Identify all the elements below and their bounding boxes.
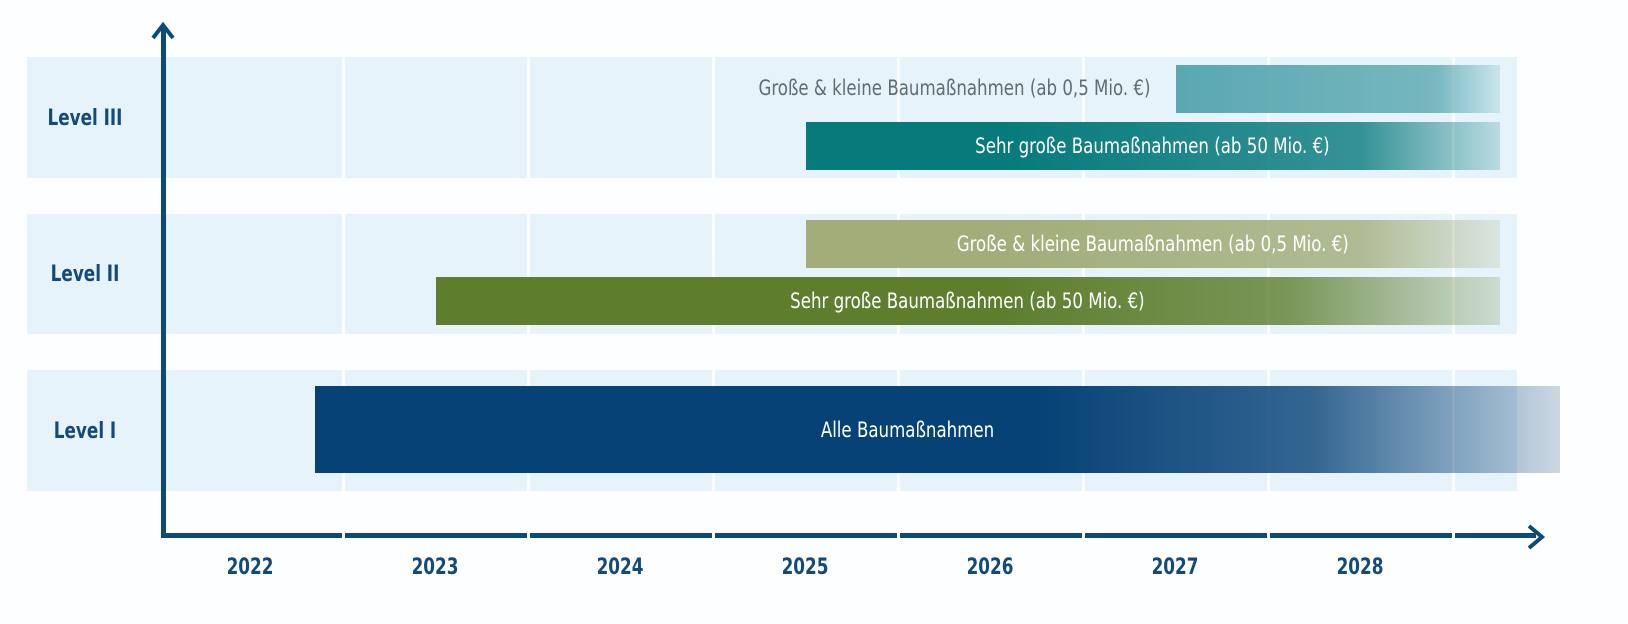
bar-label: Große & kleine Baumaßnahmen (ab 0,5 Mio.… <box>956 232 1349 256</box>
x-tick-label: 2026 <box>966 555 1014 580</box>
grid-line <box>712 214 715 334</box>
grid-line <box>342 214 345 334</box>
x-tick-label: 2024 <box>596 555 644 580</box>
bar-label: Sehr große Baumaßnahmen (ab 50 Mio. €) <box>975 134 1330 158</box>
grid-line <box>897 57 900 178</box>
x-tick-label: 2027 <box>1151 555 1199 580</box>
bar-label-outside: Große & kleine Baumaßnahmen (ab 0,5 Mio.… <box>758 76 1151 100</box>
x-axis-tick <box>897 531 900 540</box>
timeline-bar: Alle Baumaßnahmen <box>315 386 1560 473</box>
bar-label: Alle Baumaßnahmen <box>820 417 995 442</box>
level-label-2: Level II <box>50 262 120 287</box>
level-label-3: Level III <box>47 106 123 131</box>
grid-line <box>1267 57 1270 178</box>
x-axis-tick <box>342 531 345 540</box>
x-axis <box>161 533 1536 538</box>
x-tick-label: 2025 <box>781 555 829 580</box>
level-label-1: Level I <box>53 419 117 444</box>
x-tick-label: 2023 <box>411 555 459 580</box>
y-axis-arrow-icon <box>151 21 175 40</box>
x-axis-tick <box>527 531 530 540</box>
x-axis-tick <box>1452 531 1455 540</box>
timeline-bar: Sehr große Baumaßnahmen (ab 50 Mio. €) <box>805 122 1500 170</box>
x-axis-tick <box>1267 531 1270 540</box>
y-axis <box>161 28 166 538</box>
timeline-bar: Sehr große Baumaßnahmen (ab 50 Mio. €) <box>435 277 1500 325</box>
x-axis-tick <box>712 531 715 540</box>
grid-line <box>527 57 530 178</box>
grid-line <box>342 57 345 178</box>
grid-line <box>897 214 900 334</box>
bar-label: Sehr große Baumaßnahmen (ab 50 Mio. €) <box>790 289 1145 313</box>
grid-line <box>1452 57 1455 178</box>
grid-line <box>1082 57 1085 178</box>
x-axis-tick <box>1082 531 1085 540</box>
grid-line <box>1267 214 1270 334</box>
grid-line <box>1452 214 1455 334</box>
timeline-bar: Große & kleine Baumaßnahmen (ab 0,5 Mio.… <box>805 220 1500 268</box>
grid-line <box>712 57 715 178</box>
timeline-bar <box>1175 65 1500 113</box>
x-axis-arrow-icon <box>1527 524 1546 550</box>
x-tick-label: 2022 <box>226 555 274 580</box>
grid-line <box>1082 214 1085 334</box>
grid-line <box>527 214 530 334</box>
x-tick-label: 2028 <box>1336 555 1384 580</box>
